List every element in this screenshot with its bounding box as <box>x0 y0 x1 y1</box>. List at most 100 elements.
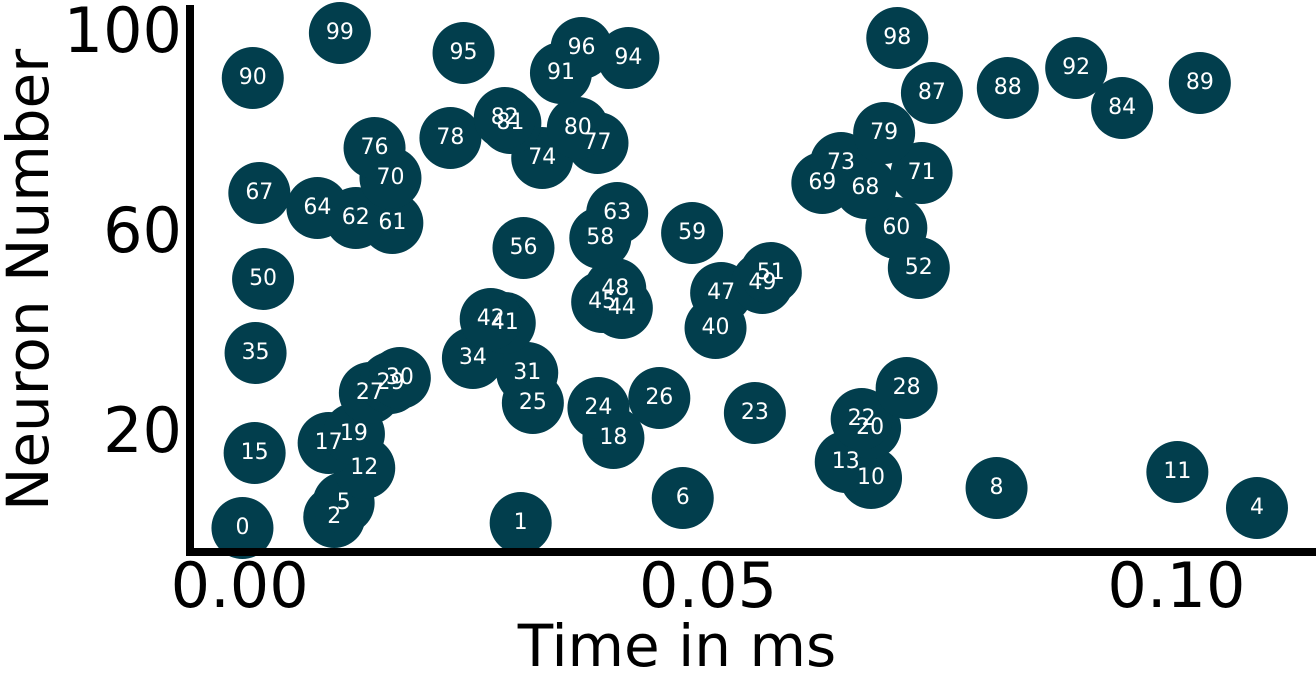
point <box>1045 37 1108 99</box>
point-label: 98 <box>883 25 911 50</box>
point-label: 64 <box>303 195 331 220</box>
point-label: 8 <box>990 475 1004 500</box>
point <box>976 57 1039 119</box>
point <box>739 242 802 304</box>
point <box>900 62 963 124</box>
point-label: 13 <box>832 449 860 474</box>
point-label: 24 <box>584 395 612 420</box>
point <box>597 27 660 89</box>
point <box>1146 441 1209 503</box>
point <box>211 497 274 559</box>
point-label: 45 <box>588 289 616 314</box>
point-label: 70 <box>376 165 404 190</box>
point-label: 50 <box>249 266 277 291</box>
point-label: 96 <box>568 35 596 60</box>
point-label: 49 <box>748 270 776 295</box>
point <box>496 342 559 404</box>
point-label: 0 <box>235 515 249 540</box>
x-axis-label: Time in ms <box>517 612 836 680</box>
point-label: 18 <box>599 425 627 450</box>
point-label: 87 <box>918 80 946 105</box>
point-label: 23 <box>741 400 769 425</box>
point-label: 28 <box>893 375 921 400</box>
point-label: 44 <box>608 295 636 320</box>
point-label: 58 <box>586 225 614 250</box>
point-label: 48 <box>601 276 629 301</box>
point-label: 52 <box>905 255 933 280</box>
point-label: 95 <box>450 40 478 65</box>
point-label: 35 <box>242 340 270 365</box>
point <box>661 202 724 264</box>
point-label: 5 <box>337 490 351 515</box>
point-label: 88 <box>994 75 1022 100</box>
point-label: 73 <box>827 150 855 175</box>
point-label: 63 <box>603 200 631 225</box>
point <box>492 217 555 279</box>
y-tick-label: 20 <box>103 394 182 467</box>
point <box>830 388 893 450</box>
point-label: 51 <box>757 260 785 285</box>
point-label: 90 <box>239 65 267 90</box>
point-label: 59 <box>678 220 706 245</box>
point-label: 26 <box>645 385 673 410</box>
point-label: 62 <box>342 205 370 230</box>
point <box>584 258 647 320</box>
point-label: 99 <box>326 20 354 45</box>
y-axis-label: Neuron Number <box>0 49 62 511</box>
point-label: 74 <box>528 145 556 170</box>
point <box>1168 52 1231 114</box>
y-tick-label: 100 <box>64 0 182 67</box>
point-label: 25 <box>519 390 547 415</box>
point-label: 89 <box>1186 70 1214 95</box>
point-label: 41 <box>491 310 519 335</box>
point <box>567 377 630 439</box>
point <box>628 367 691 429</box>
point <box>853 102 916 164</box>
point-label: 15 <box>241 440 269 465</box>
point <box>432 22 495 84</box>
point <box>723 382 786 444</box>
point-label: 2 <box>327 504 341 529</box>
point <box>546 97 609 159</box>
point <box>228 162 291 224</box>
point <box>232 248 295 310</box>
point <box>550 17 613 79</box>
point-label: 11 <box>1163 459 1191 484</box>
point <box>459 288 522 350</box>
point-label: 1 <box>514 510 528 535</box>
point-label: 82 <box>491 105 519 130</box>
point-label: 60 <box>882 215 910 240</box>
point-label: 76 <box>361 135 389 160</box>
point-label: 71 <box>908 160 936 185</box>
point-label: 22 <box>848 406 876 431</box>
point-label: 47 <box>707 280 735 305</box>
point-label: 10 <box>857 465 885 490</box>
point <box>866 7 929 69</box>
point-label: 34 <box>459 345 487 370</box>
point-label: 4 <box>1250 495 1264 520</box>
point-label: 78 <box>436 125 464 150</box>
point-label: 81 <box>496 110 524 135</box>
point-label: 67 <box>245 180 273 205</box>
point <box>875 357 938 419</box>
point <box>810 132 873 194</box>
point-label: 84 <box>1108 95 1136 120</box>
point-label: 80 <box>564 115 592 140</box>
point <box>489 492 552 554</box>
point-label: 40 <box>702 315 730 340</box>
point-label: 77 <box>583 130 611 155</box>
point <box>223 422 286 484</box>
x-tick-label: 0.00 <box>171 549 309 622</box>
point-label: 20 <box>856 415 884 440</box>
point-label: 42 <box>477 306 505 331</box>
point <box>473 87 536 149</box>
point-label: 6 <box>676 485 690 510</box>
point <box>965 457 1028 519</box>
point <box>308 2 371 64</box>
point-label: 61 <box>378 210 406 235</box>
point <box>286 177 349 239</box>
point-label: 79 <box>870 120 898 145</box>
point-label: 91 <box>547 60 575 85</box>
point <box>651 467 714 529</box>
